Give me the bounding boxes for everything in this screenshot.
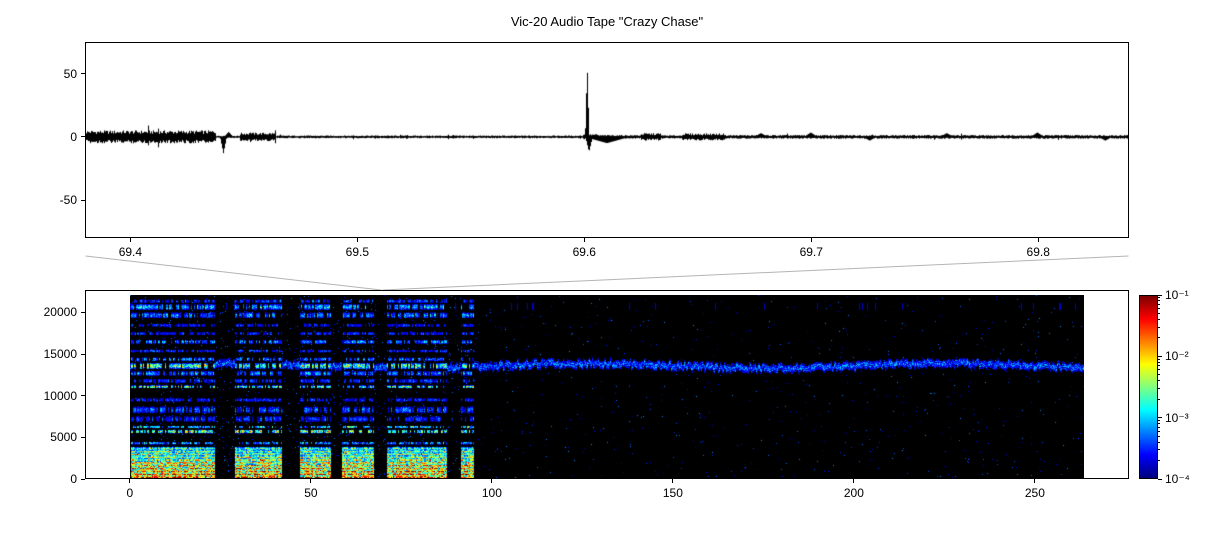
colorbar-minor-tick: [1158, 430, 1160, 432]
colorbar-tick: [1158, 478, 1162, 480]
colorbar-tick-label: 10⁻¹: [1165, 288, 1189, 302]
colorbar-minor-tick: [1158, 441, 1160, 443]
x-tick: [853, 479, 855, 483]
x-tick: [583, 238, 585, 242]
colorbar-minor-tick: [1158, 380, 1160, 382]
y-tick: [81, 436, 85, 438]
y-tick-label: 0: [70, 472, 77, 486]
x-tick-label: 50: [304, 486, 318, 500]
colorbar-minor-tick: [1158, 312, 1160, 314]
x-tick-label: 69.6: [572, 245, 596, 259]
waveform-axes: [85, 42, 1129, 238]
y-tick: [81, 353, 85, 355]
x-tick-label: 69.8: [1026, 245, 1050, 259]
colorbar-minor-tick: [1158, 374, 1160, 376]
colorbar-minor-tick: [1158, 423, 1160, 425]
colorbar-minor-tick: [1158, 300, 1160, 302]
zoom-connector-line: [85, 255, 382, 291]
colorbar-minor-tick: [1158, 308, 1160, 310]
y-tick-label: 20000: [43, 305, 77, 320]
y-tick: [81, 311, 85, 313]
colorbar-tick: [1158, 417, 1162, 419]
x-tick-label: 69.7: [799, 245, 823, 259]
colorbar-tick: [1158, 355, 1162, 357]
waveform-canvas: [86, 43, 1128, 237]
colorbar-minor-tick: [1158, 419, 1160, 421]
colorbar-minor-tick: [1158, 318, 1160, 320]
colorbar-minor-tick: [1158, 297, 1160, 299]
colorbar-minor-tick: [1158, 304, 1160, 305]
x-tick: [356, 238, 358, 242]
chart-title: Vic-20 Audio Tape "Crazy Chase": [510, 14, 704, 29]
x-tick-label: 250: [1024, 486, 1045, 500]
colorbar-minor-tick: [1158, 369, 1160, 371]
colorbar-gradient: [1140, 296, 1157, 478]
x-tick: [129, 238, 131, 242]
x-tick: [672, 479, 674, 483]
spectrogram-canvas: [130, 295, 1084, 478]
colorbar-minor-tick: [1158, 387, 1160, 389]
x-tick-label: 100: [481, 486, 502, 500]
colorbar-minor-tick: [1158, 460, 1160, 462]
x-tick-label: 0: [126, 486, 134, 500]
colorbar-minor-tick: [1158, 326, 1160, 328]
x-tick: [1034, 479, 1036, 483]
colorbar-minor-tick: [1158, 426, 1160, 428]
colorbar-minor-tick: [1158, 449, 1160, 451]
y-tick-label: 0: [70, 129, 77, 144]
x-tick-label: 150: [662, 486, 683, 500]
y-tick-label: 5000: [50, 430, 77, 445]
x-tick-label: 69.5: [345, 245, 370, 259]
x-tick-label: 69.4: [118, 245, 143, 259]
colorbar-tick-label: 10⁻⁴: [1165, 472, 1190, 486]
spectrogram-axes: [85, 290, 1129, 479]
colorbar-tick-label: 10⁻³: [1165, 410, 1189, 425]
y-tick: [81, 136, 85, 138]
colorbar-tick-label: 10⁻²: [1165, 349, 1189, 364]
colorbar: [1139, 295, 1158, 479]
x-tick: [310, 479, 312, 483]
y-tick: [81, 73, 85, 75]
colorbar-minor-tick: [1158, 435, 1160, 437]
x-tick: [1037, 238, 1039, 242]
y-tick: [81, 395, 85, 397]
y-tick: [81, 199, 85, 201]
zoom-connector-line: [382, 255, 1129, 291]
x-tick: [129, 479, 131, 483]
y-tick: [81, 478, 85, 480]
colorbar-tick: [1158, 294, 1162, 296]
x-tick: [491, 479, 493, 483]
colorbar-minor-tick: [1158, 337, 1160, 339]
y-tick-label: -50: [59, 193, 77, 208]
y-tick-label: 15000: [43, 347, 77, 361]
colorbar-minor-tick: [1158, 365, 1160, 367]
colorbar-minor-tick: [1158, 398, 1160, 400]
y-tick-label: 50: [63, 66, 77, 81]
x-tick-label: 200: [843, 486, 864, 500]
colorbar-minor-tick: [1158, 361, 1160, 363]
y-tick-label: 10000: [43, 388, 77, 403]
x-tick: [810, 238, 812, 242]
colorbar-minor-tick: [1158, 358, 1160, 360]
